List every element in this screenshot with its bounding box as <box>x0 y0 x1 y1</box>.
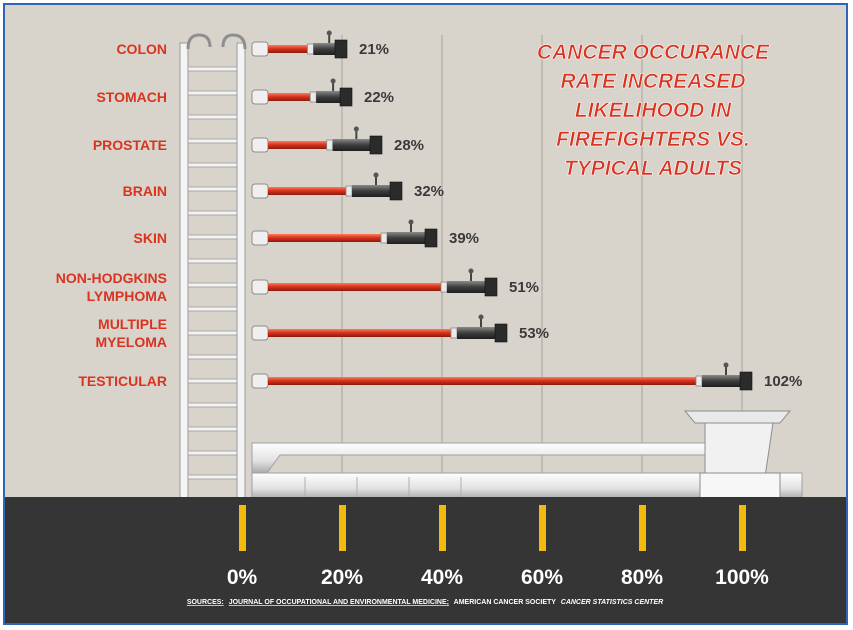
axis-marker-40 <box>439 505 446 551</box>
value-label: 51% <box>509 279 539 296</box>
bar <box>251 268 498 297</box>
bar <box>251 126 383 155</box>
bar-coupling <box>251 41 269 57</box>
bar-hose <box>268 377 700 385</box>
axis-marker-80 <box>639 505 646 551</box>
bar <box>251 219 438 248</box>
category-label: COLON <box>116 41 167 57</box>
x-tick-label: 0% <box>227 566 258 589</box>
bar-hose <box>268 93 315 101</box>
gridlines <box>341 35 743 497</box>
value-label: 53% <box>519 325 549 342</box>
bar-coupling <box>251 89 269 105</box>
category-labels: COLON STOMACH PROSTATE BRAIN SKIN NON-HODGKIN… <box>56 41 167 389</box>
x-tick-label: 60% <box>521 566 563 589</box>
value-label: 102% <box>764 373 802 390</box>
chart-title: CANCER OCCURANCE RATE INCREASED LIKELIHOOD… <box>537 41 770 180</box>
x-tick-label: 20% <box>321 566 363 589</box>
bar-nozzle <box>387 232 425 244</box>
value-labels: 21% 22% 28% 32% 39% 51% 53% 102% <box>359 41 802 390</box>
axis-markers <box>239 505 746 551</box>
chart-frame: 0% 20% 40% 60% 80% 100% COLON STOMACH PROSTATE B… <box>3 3 848 625</box>
bars <box>251 30 753 391</box>
bar <box>251 30 348 59</box>
bar-nozzle <box>316 91 340 103</box>
x-axis-tick-labels: 0% 20% 40% 60% 80% 100% <box>227 566 769 589</box>
bar-nozzle <box>702 375 740 387</box>
bar-hose <box>268 141 331 149</box>
bar-hose <box>268 187 350 195</box>
bar-nozzle <box>332 139 370 151</box>
bar-hose <box>268 45 312 53</box>
axis-marker-100 <box>739 505 746 551</box>
bar-coupling <box>251 373 269 389</box>
bar-nozzle <box>447 281 485 293</box>
bar <box>251 314 508 343</box>
ladder-illustration <box>179 33 247 500</box>
chart-canvas: 0% 20% 40% 60% 80% 100% COLON STOMACH PROSTATE B… <box>5 30 846 623</box>
bar-nozzle <box>457 327 495 339</box>
bar-coupling <box>251 230 269 246</box>
sources-center: CANCER STATISTICS CENTER <box>561 599 663 606</box>
bar-coupling <box>251 183 269 199</box>
category-label: TESTICULAR <box>78 373 167 389</box>
x-tick-label: 40% <box>421 566 463 589</box>
value-label: 39% <box>449 230 479 247</box>
category-label: STOMACH <box>96 89 167 105</box>
value-label: 32% <box>414 183 444 200</box>
bar <box>251 172 403 201</box>
bar-nozzle <box>352 185 390 197</box>
bar-hose <box>268 234 385 242</box>
value-label: 21% <box>359 41 389 58</box>
x-tick-label: 100% <box>715 566 769 589</box>
bar <box>251 78 353 107</box>
category-label: PROSTATE <box>93 137 167 153</box>
hose-reel-illustration <box>251 410 803 500</box>
category-label: BRAIN <box>123 183 167 199</box>
axis-marker-60 <box>539 505 546 551</box>
sources-society: AMERICAN CANCER SOCIETY <box>454 599 557 606</box>
bar-coupling <box>251 325 269 341</box>
bar-coupling <box>251 137 269 153</box>
bar <box>251 362 753 391</box>
sources-line: SOURCES: JOURNAL OF OCCUPATIONAL AND ENV… <box>187 599 663 606</box>
axis-marker-20 <box>339 505 346 551</box>
value-label: 28% <box>394 137 424 154</box>
bar-hose <box>268 329 455 337</box>
category-label: SKIN <box>134 230 167 246</box>
road-band <box>5 497 846 623</box>
bar-nozzle <box>313 43 335 55</box>
axis-marker-0 <box>239 505 246 551</box>
category-label: NON-HODGKINS LYMPHOMA <box>56 270 167 304</box>
sources-journal: JOURNAL OF OCCUPATIONAL AND ENVIRONMENTA… <box>229 599 449 606</box>
category-label: MULTIPLE MYELOMA <box>95 316 167 350</box>
bar-hose <box>268 283 445 291</box>
value-label: 22% <box>364 89 394 106</box>
sources-prefix: SOURCES: <box>187 599 224 606</box>
bar-coupling <box>251 279 269 295</box>
x-tick-label: 80% <box>621 566 663 589</box>
